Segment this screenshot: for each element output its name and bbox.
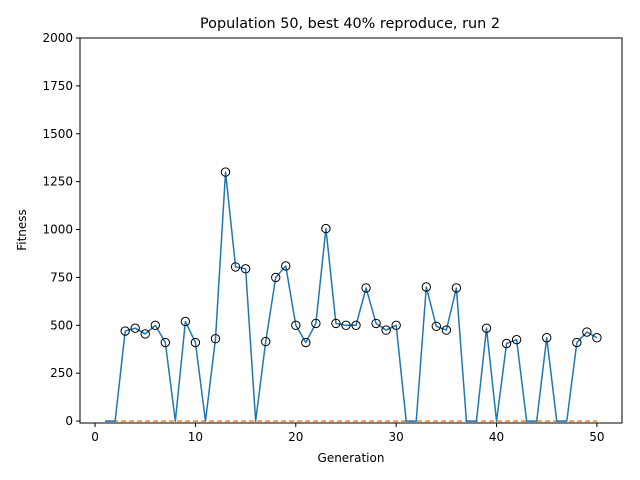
data-point [451, 283, 462, 293]
y-axis-label: Fitness [15, 209, 29, 251]
data-point [130, 323, 140, 333]
data-point [150, 320, 160, 331]
data-point [351, 320, 361, 331]
x-axis-ticks: 0 10 20 30 40 50 [91, 423, 605, 444]
data-point [501, 338, 512, 349]
x-tick-label: 30 [389, 430, 404, 444]
data-point [441, 325, 452, 335]
data-point [260, 336, 271, 347]
data-point [481, 323, 492, 333]
data-point [230, 262, 241, 272]
y-tick-label: 0 [65, 414, 73, 428]
y-tick-label: 1750 [42, 79, 73, 93]
x-tick-label: 0 [91, 430, 99, 444]
data-point [331, 318, 341, 329]
data-point [160, 337, 171, 348]
data-point [592, 333, 602, 343]
data-point [240, 264, 251, 274]
data-point [391, 320, 401, 331]
x-tick-label: 10 [188, 430, 203, 444]
data-point [341, 320, 351, 331]
y-axis-ticks: 0 250 500 750 1000 1250 1500 1750 2000 [42, 31, 80, 428]
x-tick-label: 20 [288, 430, 303, 444]
data-point [120, 326, 130, 336]
data-point [582, 327, 592, 337]
data-point [281, 261, 291, 271]
y-tick-label: 750 [50, 270, 73, 284]
y-tick-label: 1000 [42, 223, 73, 237]
series-fitness-line [105, 171, 598, 422]
data-point [291, 320, 301, 331]
data-point [180, 316, 191, 327]
data-point [421, 282, 431, 292]
y-tick-label: 2000 [42, 31, 73, 45]
plot-area [105, 167, 602, 422]
axes-frame [79, 37, 623, 424]
data-point [210, 334, 221, 344]
y-tick-label: 1250 [42, 175, 73, 189]
x-tick-label: 40 [489, 430, 504, 444]
data-point [301, 337, 311, 348]
chart-title: Population 50, best 40% reproduce, run 2 [200, 16, 500, 32]
data-point [371, 318, 381, 329]
x-tick-label: 50 [589, 430, 604, 444]
data-point [542, 333, 552, 343]
data-point [361, 283, 371, 293]
data-point [381, 325, 391, 335]
data-point [220, 167, 231, 177]
data-point [271, 272, 281, 283]
data-point [572, 337, 582, 348]
y-tick-label: 500 [50, 318, 73, 332]
y-tick-label: 250 [50, 366, 73, 380]
data-point [431, 321, 442, 331]
data-point [311, 318, 321, 329]
data-point [321, 223, 331, 234]
data-point [140, 329, 150, 339]
y-tick-label: 1500 [42, 127, 73, 141]
x-axis-label: Generation [318, 451, 385, 465]
data-point [190, 337, 201, 348]
data-point [511, 334, 522, 345]
